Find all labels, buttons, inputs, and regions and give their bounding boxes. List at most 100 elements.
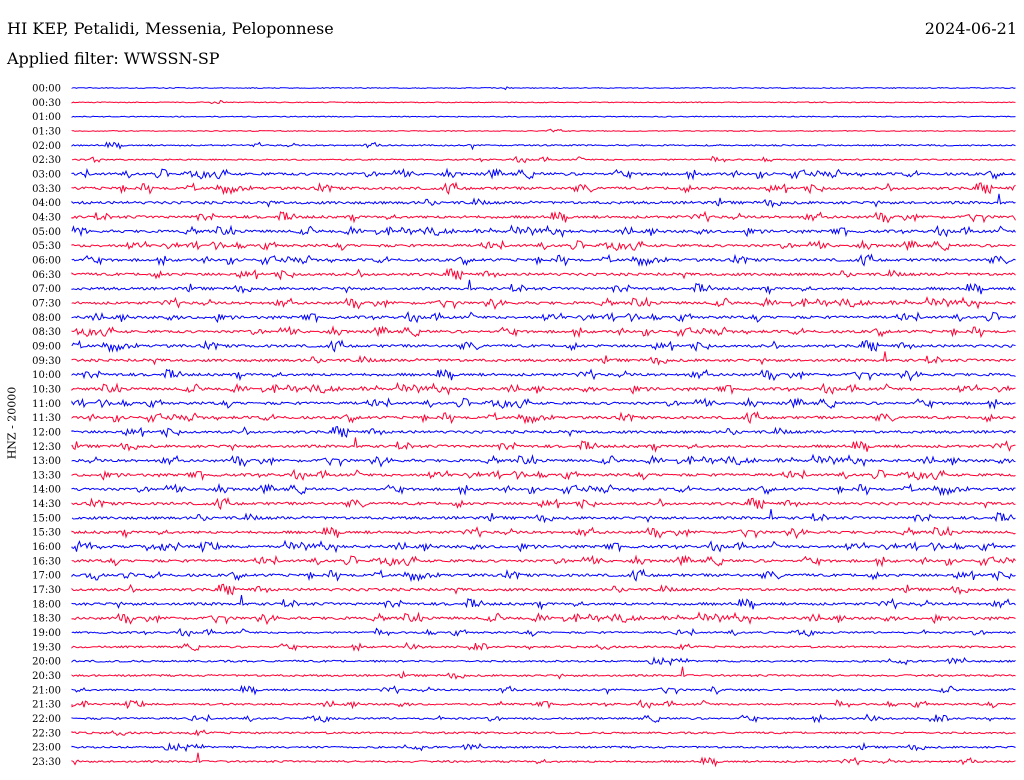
row-time-label: 13:30 <box>32 470 61 481</box>
row-time-label: 14:30 <box>32 499 61 510</box>
seismic-trace <box>71 325 1016 339</box>
seismic-trace <box>71 539 1016 554</box>
seismic-trace <box>71 437 1016 453</box>
row-time-label: 03:00 <box>32 169 61 180</box>
seismic-trace <box>71 224 1016 239</box>
seismic-trace <box>71 210 1016 224</box>
row-time-label: 09:30 <box>32 356 61 367</box>
row-time-label: 00:00 <box>32 84 61 95</box>
row-time-label: 19:00 <box>32 628 61 639</box>
seismic-trace <box>71 752 1016 768</box>
row-time-label: 23:00 <box>32 743 61 754</box>
row-time-label: 17:30 <box>32 585 61 596</box>
row-time-label: 12:00 <box>32 427 61 438</box>
row-time-label: 15:30 <box>32 528 61 539</box>
row-time-label: 01:30 <box>32 126 61 137</box>
date-label: 2024-06-21 <box>924 19 1017 38</box>
seismic-trace <box>71 310 1016 324</box>
row-time-label: 02:00 <box>32 141 61 152</box>
row-time-label: 11:30 <box>32 413 61 424</box>
seismic-trace <box>71 482 1016 497</box>
seismic-trace <box>71 86 1016 91</box>
row-time-label: 03:30 <box>32 184 61 195</box>
seismic-trace <box>71 627 1016 638</box>
seismic-trace <box>71 410 1016 425</box>
row-time-label: 08:30 <box>32 327 61 338</box>
row-time-label: 13:00 <box>32 456 61 467</box>
row-time-label: 05:30 <box>32 241 61 252</box>
seismic-trace <box>71 525 1016 540</box>
seismic-trace <box>71 193 1016 209</box>
seismic-trace <box>71 666 1016 680</box>
seismic-trace <box>71 296 1016 310</box>
row-time-label: 05:00 <box>32 227 61 238</box>
row-time-label: 07:00 <box>32 284 61 295</box>
seismic-trace <box>71 496 1016 511</box>
seismic-trace <box>71 595 1016 611</box>
seismic-trace <box>71 381 1016 396</box>
seismic-trace <box>71 611 1016 626</box>
filter-label: Applied filter: WWSSN-SP <box>7 49 220 68</box>
seismic-trace <box>71 99 1016 105</box>
row-time-label: 07:30 <box>32 298 61 309</box>
seismic-trace <box>71 713 1016 724</box>
seismic-trace <box>71 509 1016 524</box>
seismic-trace <box>71 279 1016 296</box>
seismic-trace <box>71 453 1016 468</box>
row-time-label: 06:00 <box>32 255 61 266</box>
row-time-label: 15:00 <box>32 513 61 524</box>
row-time-label: 22:00 <box>32 714 61 725</box>
row-time-label: 21:00 <box>32 685 61 696</box>
seismic-trace <box>71 656 1016 667</box>
row-time-label: 09:00 <box>32 341 61 352</box>
row-time-label: 04:30 <box>32 212 61 223</box>
row-time-label: 19:30 <box>32 642 61 653</box>
row-time-label: 20:00 <box>32 657 61 668</box>
row-time-label: 01:00 <box>32 112 61 123</box>
seismic-trace <box>71 583 1016 596</box>
seismic-trace <box>71 468 1016 482</box>
row-time-label: 20:30 <box>32 671 61 682</box>
seismic-trace <box>71 568 1016 583</box>
row-time-label: 23:30 <box>32 757 61 768</box>
seismic-trace <box>71 351 1016 366</box>
row-time-label: 16:30 <box>32 556 61 567</box>
seismic-trace <box>71 684 1016 696</box>
row-time-label: 06:30 <box>32 270 61 281</box>
row-time-label: 21:30 <box>32 700 61 711</box>
seismic-trace <box>71 368 1016 382</box>
row-time-label: 11:00 <box>32 399 61 410</box>
seismic-trace <box>71 239 1016 252</box>
seismic-trace <box>71 729 1016 737</box>
seismic-trace <box>71 741 1016 753</box>
row-time-label: 08:00 <box>32 313 61 324</box>
seismic-trace <box>71 699 1016 710</box>
seismic-trace <box>71 554 1016 568</box>
row-time-label: 18:30 <box>32 614 61 625</box>
row-time-label: 16:00 <box>32 542 61 553</box>
seismic-trace <box>71 141 1016 151</box>
row-time-label: 02:30 <box>32 155 61 166</box>
seismic-trace <box>71 115 1016 118</box>
row-time-label: 00:30 <box>32 98 61 109</box>
row-time-label: 18:00 <box>32 599 61 610</box>
row-time-label: 10:30 <box>32 384 61 395</box>
seismic-trace <box>71 641 1016 652</box>
seismic-trace <box>71 181 1016 196</box>
row-time-label: 04:00 <box>32 198 61 209</box>
seismic-trace <box>71 253 1016 267</box>
seismic-trace <box>71 339 1016 353</box>
row-time-label: 17:00 <box>32 571 61 582</box>
seismic-trace <box>71 267 1016 281</box>
seismic-trace <box>71 155 1016 164</box>
seismic-trace <box>71 426 1016 439</box>
row-time-label: 10:00 <box>32 370 61 381</box>
seismic-trace <box>71 167 1016 181</box>
seismic-trace <box>71 396 1016 410</box>
row-time-label: 14:00 <box>32 485 61 496</box>
row-time-label: 22:30 <box>32 728 61 739</box>
seismic-trace <box>71 128 1016 133</box>
row-time-label: 12:30 <box>32 442 61 453</box>
station-title: HI KEP, Petalidi, Messenia, Peloponnese <box>7 19 334 38</box>
